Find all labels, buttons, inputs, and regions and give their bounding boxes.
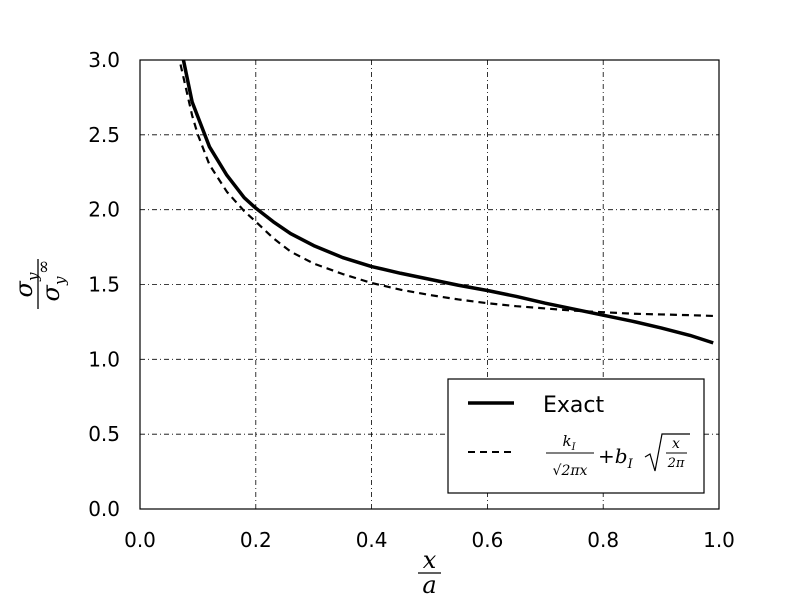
y-tick-label: 1.0 xyxy=(88,347,120,371)
svg-text:x: x xyxy=(672,436,680,452)
series-line-exact xyxy=(181,59,714,345)
series-line-approximation xyxy=(179,64,714,318)
x-tick-label: 0.0 xyxy=(124,528,156,552)
svg-text:kI: kI xyxy=(562,432,576,453)
y-label-numerator: σy xyxy=(10,272,42,297)
legend-label-exact: Exact xyxy=(543,393,604,418)
x-label-numerator: x xyxy=(423,546,437,574)
x-tick-label: 0.4 xyxy=(356,528,388,552)
series-layer xyxy=(179,59,714,345)
legend: Exact kI √2πx +bI x 2π xyxy=(447,378,705,494)
x-tick-label: 1.0 xyxy=(703,528,735,552)
y-tick-label: 1.5 xyxy=(88,273,120,297)
y-tick-label: 2.0 xyxy=(88,198,120,222)
svg-text:√2πx: √2πx xyxy=(553,463,588,479)
legend-label-approx: kI √2πx +bI x 2π xyxy=(546,432,690,479)
svg-text:+bI: +bI xyxy=(598,444,634,472)
y-tick-label: 0.5 xyxy=(88,422,120,446)
x-tick-label: 0.2 xyxy=(240,528,272,552)
svg-text:2π: 2π xyxy=(667,456,685,471)
axis-ticks: 0.0 0.2 0.4 0.6 0.8 1.0 0.0 0.5 1.0 1.5 2.0 2.5 3.0 xyxy=(88,48,735,552)
x-axis-label: x a xyxy=(418,546,441,599)
x-tick-label: 0.6 xyxy=(471,528,503,552)
sqrt-sign xyxy=(644,433,690,472)
x-tick-label: 0.8 xyxy=(587,528,619,552)
x-label-denominator: a xyxy=(422,571,436,599)
y-label-denominator: σy xyxy=(37,276,69,301)
y-tick-label: 0.0 xyxy=(88,497,120,521)
y-axis-label: σy σy ∞ xyxy=(10,259,69,309)
y-tick-label: 3.0 xyxy=(88,48,120,72)
y-tick-label: 2.5 xyxy=(88,123,120,147)
y-label-superscript: ∞ xyxy=(34,260,54,274)
